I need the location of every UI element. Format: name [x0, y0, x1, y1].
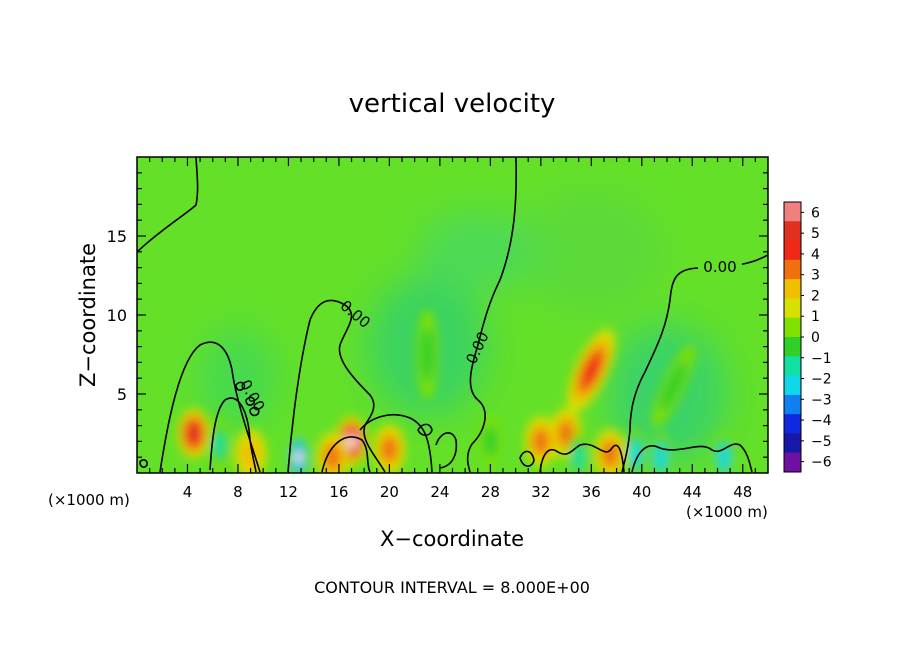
- feature-layer: [177, 309, 735, 473]
- velocity-core: [347, 435, 356, 448]
- field-blob: [197, 328, 278, 429]
- y-tick-label: 10: [107, 306, 127, 325]
- x-tick-label: 20: [380, 483, 399, 501]
- colorbar-label: 3: [811, 268, 820, 284]
- colorbar: 6 5 4 3 2 1 0 −1 −2 −3 −4 −5 −6: [783, 201, 832, 473]
- velocity-cell: [419, 326, 435, 383]
- contour-line: [321, 436, 371, 473]
- colorbar-swatch: [784, 202, 801, 222]
- x-tick-label: 16: [329, 483, 348, 501]
- velocity-cell: [718, 446, 729, 468]
- contour-line: [359, 414, 433, 473]
- y-tick-label: 15: [107, 227, 127, 246]
- x-axis-label: X−coordinate: [380, 527, 524, 551]
- velocity-cell: [532, 428, 549, 454]
- x-tick-label: 44: [683, 483, 702, 501]
- contour-line: [235, 381, 246, 391]
- velocity-cell: [602, 441, 619, 467]
- x-axis: 4 8 12 16 20 24 28 32 36 40 44 48: [149, 157, 756, 501]
- colorbar-label: −6: [811, 455, 832, 471]
- contour-interval-note: CONTOUR INTERVAL = 8.000E+00: [314, 578, 590, 597]
- velocity-cell: [213, 432, 225, 457]
- y-axis-label: Z−coordinate: [76, 243, 100, 387]
- colorbar-swatch: [784, 259, 801, 280]
- contour-line: [137, 157, 199, 253]
- colorbar-swatch: [784, 317, 801, 338]
- velocity-cell: [558, 421, 575, 446]
- velocity-cell: [187, 424, 200, 443]
- contour-label: 0.00: [703, 258, 736, 276]
- colorbar-label: 4: [811, 247, 820, 263]
- colorbar-label: −1: [811, 351, 832, 367]
- colorbar-label: −4: [811, 413, 832, 429]
- velocity-cell: [240, 437, 261, 471]
- velocity-cell: [630, 443, 641, 465]
- x-tick-label: 32: [531, 483, 550, 501]
- contour-line: [245, 396, 256, 406]
- colorbar-label: −5: [811, 434, 832, 450]
- field-blob: [417, 211, 538, 292]
- colorbar-swatch: [784, 240, 801, 261]
- contour-line: [631, 443, 753, 473]
- contour-line: [159, 341, 261, 473]
- colorbar-swatch: [784, 394, 801, 415]
- velocity-cell: [659, 360, 688, 412]
- velocity-cell: [581, 354, 601, 386]
- plot-area: 0.00 0.00 0.00 0.00: [137, 157, 768, 473]
- velocity-cell: [572, 444, 585, 470]
- colorbar-label: 0: [811, 330, 820, 346]
- y-tick-label: 5: [117, 385, 127, 404]
- colorbar-swatch: [784, 337, 801, 357]
- velocity-cell: [482, 425, 498, 458]
- contour-line: [539, 443, 625, 473]
- y-axis: 5 10 15: [107, 172, 768, 458]
- colorbar-swatch: [784, 298, 801, 319]
- colorbar-label: 5: [811, 226, 820, 242]
- x-tick-label: 28: [481, 483, 500, 501]
- x-tick-label: 12: [279, 483, 298, 501]
- colorbar-swatch: [784, 221, 801, 242]
- colorbar-swatch: [784, 414, 801, 434]
- x-tick-label: 4: [183, 483, 193, 501]
- x-tick-label: 24: [430, 483, 449, 501]
- colorbar-swatch: [784, 452, 801, 473]
- x-tick-label: 8: [233, 483, 243, 501]
- velocity-cell: [381, 436, 398, 462]
- chart-title: vertical velocity: [349, 89, 556, 119]
- colorbar-swatch: [784, 375, 801, 396]
- contour-line: [209, 397, 257, 473]
- velocity-cell: [324, 444, 341, 470]
- colorbar-swatch: [784, 356, 801, 377]
- velocity-core: [294, 451, 303, 464]
- contour-line: [519, 450, 535, 467]
- colorbar-swatch: [784, 279, 801, 299]
- x-tick-label: 36: [582, 483, 601, 501]
- contour-line: [139, 459, 148, 468]
- contour-line: [249, 406, 260, 417]
- colorbar-label: −3: [811, 392, 832, 408]
- x-tick-label: 40: [632, 483, 651, 501]
- velocity-cell: [655, 446, 666, 468]
- field-blob: [521, 191, 662, 312]
- x-unit-left: (×1000 m): [48, 491, 130, 509]
- contour-label-bg: [698, 257, 742, 275]
- contour-line: [435, 432, 458, 469]
- colorbar-swatch: [784, 433, 801, 454]
- contour-line: [466, 157, 518, 473]
- contour-line: [417, 423, 433, 437]
- colorbar-label: 6: [811, 205, 820, 221]
- colorbar-label: 1: [811, 309, 820, 325]
- colorbar-label: 2: [811, 288, 820, 304]
- x-unit-right: (×1000 m): [686, 503, 768, 521]
- colorbar-label: −2: [811, 372, 832, 388]
- x-tick-label: 48: [733, 483, 752, 501]
